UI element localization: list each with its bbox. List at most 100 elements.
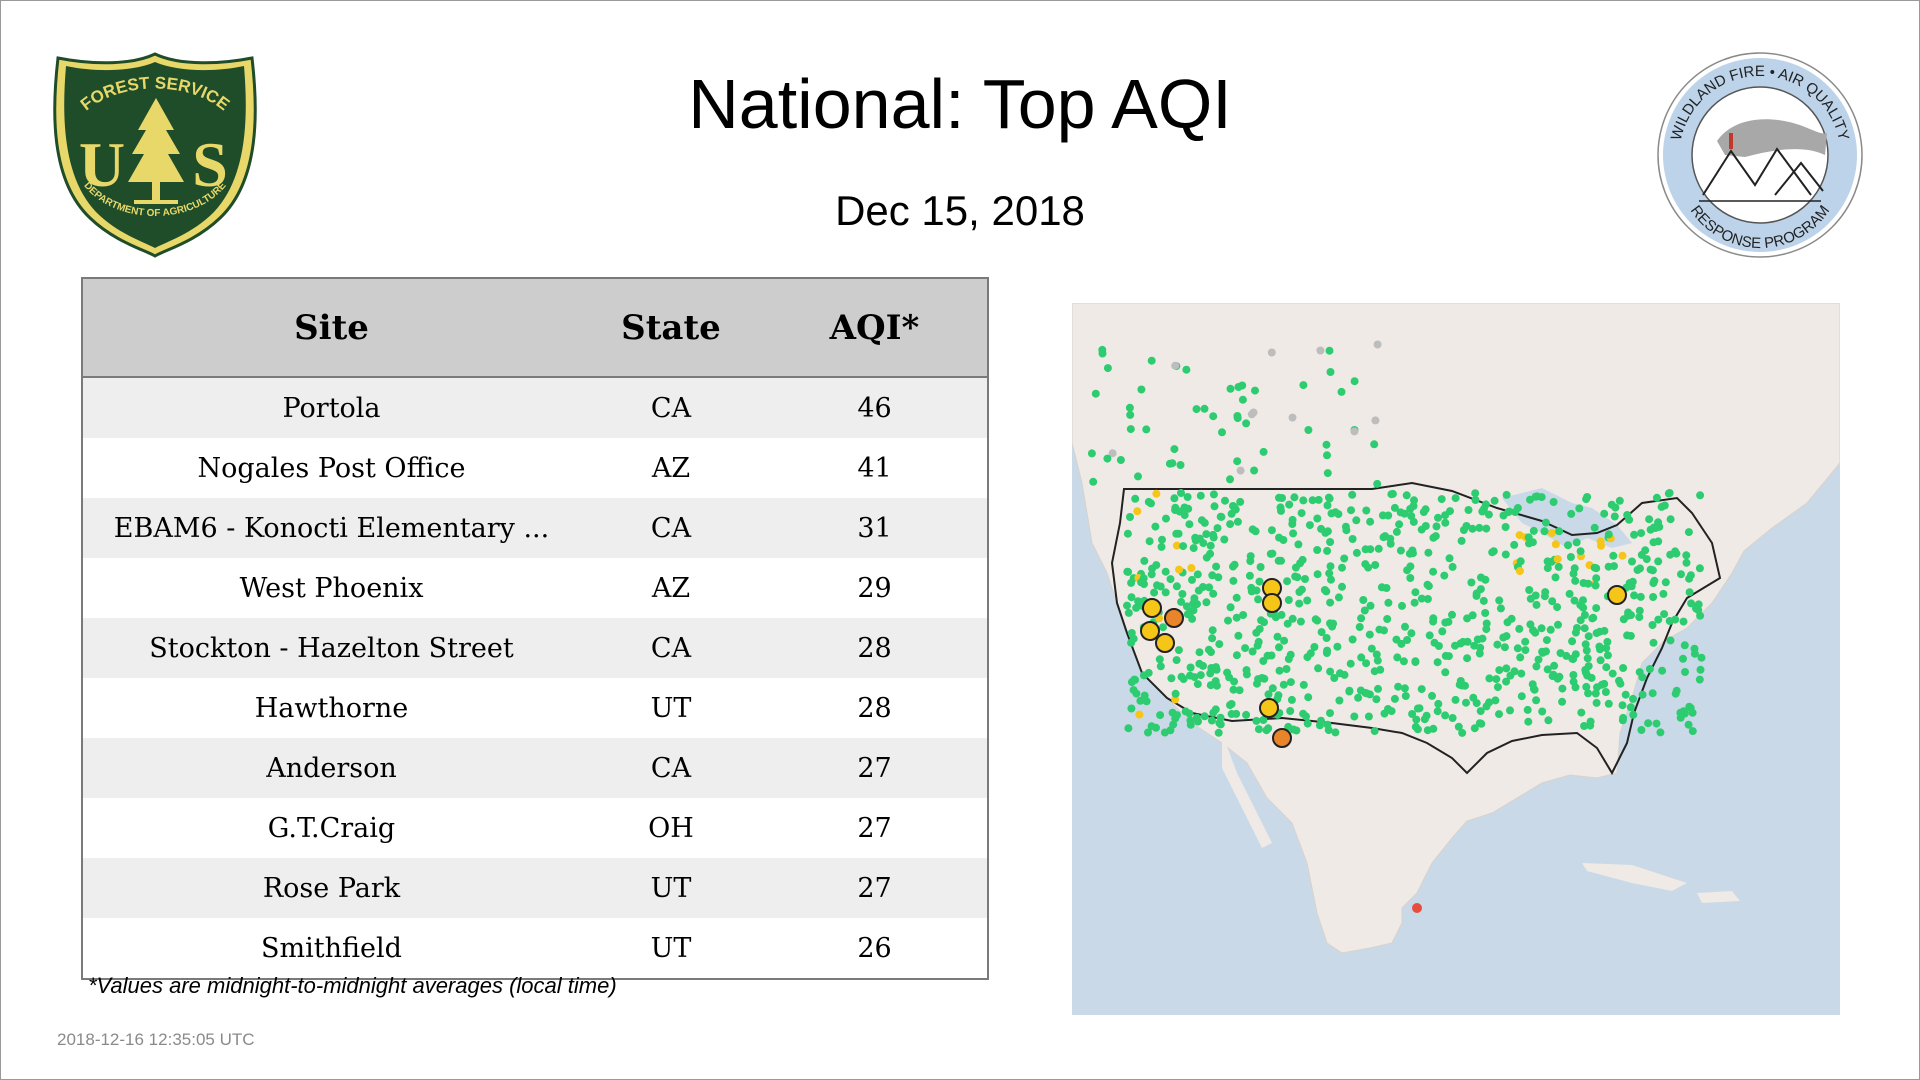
monitor-dot xyxy=(1570,596,1579,605)
monitor-dot xyxy=(1325,569,1334,578)
logo-letter-u: U xyxy=(79,129,125,200)
monitor-dot xyxy=(1628,557,1636,566)
monitor-dot xyxy=(1446,507,1454,516)
monitor-dot xyxy=(1681,668,1689,676)
site-cell: G.T.Craig xyxy=(82,798,580,858)
monitor-dot xyxy=(1603,651,1612,660)
monitor-dot xyxy=(1658,666,1667,675)
monitor-dot xyxy=(1221,496,1229,505)
monitor-dot xyxy=(1510,540,1519,549)
monitor-dot xyxy=(1366,517,1375,526)
monitor-dot xyxy=(1390,694,1399,703)
mountains-icon xyxy=(1699,119,1827,202)
monitor-dot xyxy=(1523,705,1532,714)
monitor-dot xyxy=(1584,662,1593,671)
monitor-dot xyxy=(1195,648,1204,657)
state-cell: CA xyxy=(580,618,762,678)
monitor-dot xyxy=(1248,647,1257,656)
monitor-dot xyxy=(1212,562,1221,571)
monitor-dot xyxy=(1365,690,1374,699)
monitor-dot xyxy=(1441,651,1450,660)
monitor-dot xyxy=(1433,658,1442,667)
monitor-dot xyxy=(1295,588,1304,596)
monitor-dot xyxy=(1615,496,1624,505)
monitor-dot xyxy=(1322,587,1331,596)
monitor-dot xyxy=(1123,601,1131,610)
monitor-dot xyxy=(1652,493,1661,502)
monitor-dot xyxy=(1236,497,1245,506)
monitor-dot xyxy=(1529,684,1538,693)
monitor-dot xyxy=(1236,466,1245,475)
monitor-dot xyxy=(1390,503,1399,512)
monitor-dot xyxy=(1526,620,1535,629)
monitor-dot xyxy=(1317,524,1326,533)
monitor-dot xyxy=(1521,637,1530,646)
monitor-dot xyxy=(1254,595,1263,604)
monitor-dot xyxy=(1234,631,1243,640)
monitor-dot xyxy=(1215,640,1224,649)
monitor-dot xyxy=(1581,668,1590,677)
monitor-dot xyxy=(1364,712,1373,721)
monitor-dot xyxy=(1619,713,1628,722)
monitor-dot xyxy=(1581,640,1590,649)
monitor-dot xyxy=(1576,547,1585,556)
monitor-dot xyxy=(1558,697,1567,706)
monitor-dot xyxy=(1595,627,1604,636)
monitor-dot xyxy=(1538,707,1547,716)
monitor-dot xyxy=(1458,728,1467,737)
monitor-dot xyxy=(1629,694,1637,703)
monitor-dot xyxy=(1172,656,1181,665)
monitor-dot xyxy=(1697,653,1706,662)
monitor-dot xyxy=(1247,583,1256,592)
top-site-marker xyxy=(1142,598,1162,618)
monitor-dot xyxy=(1124,724,1133,733)
cuba-island xyxy=(1582,863,1687,891)
aqi-monitor-map xyxy=(1071,302,1841,1015)
monitor-dot xyxy=(1190,594,1199,603)
monitor-dot xyxy=(1526,495,1534,504)
monitor-dot xyxy=(1417,594,1426,603)
aqi-cell: 28 xyxy=(762,678,988,738)
monitor-dot xyxy=(1275,643,1283,652)
monitor-dot xyxy=(1551,573,1560,582)
monitor-dot xyxy=(1302,712,1310,721)
monitor-dot xyxy=(1254,675,1263,684)
monitor-dot xyxy=(1398,601,1406,610)
monitor-dot xyxy=(1579,579,1588,587)
table-row: Smithfield UT 26 xyxy=(82,918,988,979)
monitor-dot xyxy=(1144,668,1153,677)
monitor-dot xyxy=(1636,564,1644,573)
monitor-dot xyxy=(1140,556,1149,565)
monitor-dot xyxy=(1417,685,1426,694)
top-site-marker xyxy=(1259,698,1279,718)
monitor-dot xyxy=(1197,516,1206,525)
monitor-dot xyxy=(1543,564,1552,573)
monitor-dot xyxy=(1395,520,1404,529)
monitor-dot xyxy=(1287,695,1296,704)
site-cell: Hawthorne xyxy=(82,678,580,738)
monitor-dot xyxy=(1308,496,1317,505)
monitor-dot xyxy=(1338,582,1346,591)
monitor-dot xyxy=(1525,586,1534,594)
table-row: Rose Park UT 27 xyxy=(82,858,988,918)
monitor-dot xyxy=(1534,655,1543,664)
monitor-dot xyxy=(1541,518,1550,527)
monitor-dot xyxy=(1283,619,1292,628)
monitor-dot xyxy=(1185,709,1194,718)
monitor-dot xyxy=(1588,614,1597,623)
monitor-dot xyxy=(1137,578,1146,587)
monitor-dot xyxy=(1174,529,1183,538)
monitor-dot xyxy=(1580,624,1589,633)
monitor-dot xyxy=(1441,668,1450,677)
monitor-dot xyxy=(1159,623,1167,632)
monitor-dot xyxy=(1568,637,1577,646)
monitor-dot xyxy=(1577,708,1586,717)
monitor-dot xyxy=(1516,557,1525,566)
monitor-dot xyxy=(1285,500,1294,509)
monitor-dot xyxy=(1648,566,1657,575)
monitor-dot xyxy=(1438,627,1447,636)
monitor-dot xyxy=(1326,667,1335,676)
monitor-dot xyxy=(1328,622,1337,631)
monitor-dot xyxy=(1626,703,1635,712)
monitor-dot xyxy=(1638,690,1647,699)
